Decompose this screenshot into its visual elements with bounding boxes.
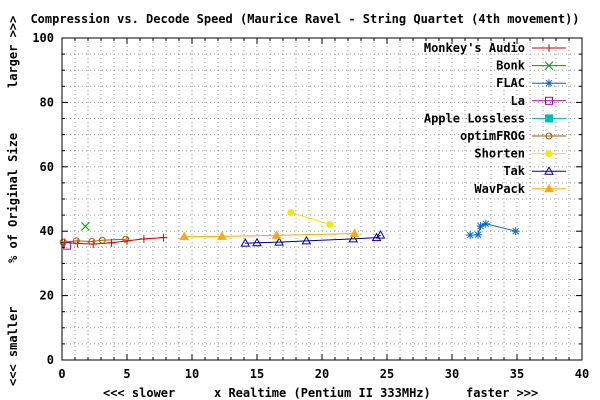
marker-stroke: [81, 222, 90, 231]
y-tick-label: 60: [40, 160, 54, 174]
legend-label: FLAC: [496, 76, 525, 90]
legend-marker: [545, 79, 553, 88]
marker-stroke: [544, 61, 554, 70]
legend-label: Tak: [503, 164, 525, 178]
x-tick-label: 30: [445, 367, 459, 381]
series-line-shorten: [290, 212, 330, 225]
y-axis-label: % of Original Size: [6, 133, 20, 263]
legend-entry-apple-lossless: Apple Lossless: [424, 111, 566, 125]
legend-label: Monkey's Audio: [424, 41, 525, 55]
legend-entry-bonk: Bonk: [496, 59, 566, 73]
data-point-bonk: [81, 222, 90, 231]
chart-title: Compression vs. Decode Speed (Maurice Ra…: [30, 12, 579, 26]
data-point-tak: [274, 237, 284, 246]
legend-entry-monkey-s-audio: Monkey's Audio: [424, 41, 566, 55]
data-point-tak: [240, 238, 251, 247]
marker-stroke: [482, 220, 490, 228]
legend-marker: [545, 132, 553, 140]
series-tak: [240, 230, 386, 247]
data-point-optimfrog: [98, 236, 106, 244]
series-flac: [466, 219, 520, 240]
data-point-monkey-s-audio: [139, 234, 148, 243]
x-axis-label: x Realtime (Pentium II 333MHz): [214, 386, 431, 400]
y-tick-label: 40: [40, 224, 54, 238]
series-bonk: [81, 222, 90, 231]
data-point-wavpack: [217, 231, 227, 240]
legend-marker: [544, 166, 554, 175]
marker-stroke: [512, 227, 520, 235]
data-point-flac: [466, 231, 475, 240]
marker-stroke: [545, 79, 553, 87]
data-point-tak: [252, 237, 262, 247]
marker-stroke: [466, 231, 474, 239]
x-axis-label-right: faster >>>: [466, 386, 538, 400]
data-point-tak: [348, 233, 359, 243]
legend-label: WavPack: [474, 182, 525, 196]
x-tick-label: 5: [123, 367, 130, 381]
series-line-wavpack: [184, 233, 355, 238]
legend-label: La: [511, 94, 525, 108]
data-point-wavpack: [179, 231, 190, 241]
data-point-wavpack: [271, 230, 282, 239]
series-shorten: [287, 209, 334, 228]
legend-label: Bonk: [496, 59, 526, 73]
x-tick-label: 25: [380, 367, 394, 381]
x-tick-label: 0: [58, 367, 65, 381]
legend-marker: [545, 114, 553, 123]
data-point-flac: [511, 227, 520, 236]
legend-entry-wavpack: WavPack: [474, 182, 566, 196]
data-point-flac: [474, 230, 482, 239]
legend-marker: [544, 183, 554, 193]
data-point-tak: [371, 232, 382, 242]
legend-marker: [544, 61, 554, 70]
x-tick-label: 20: [315, 367, 329, 381]
series-layer: [59, 209, 520, 250]
y-axis-label-top: larger >>>: [6, 16, 20, 88]
legend-entry-shorten: Shorten: [474, 147, 566, 161]
marker-stroke: [474, 231, 482, 239]
series-line-optimfrog: [63, 238, 126, 243]
data-point-tak: [375, 230, 386, 239]
series-optimfrog: [59, 235, 130, 246]
x-tick-label: 15: [250, 367, 264, 381]
legend-entry-la: La: [511, 94, 566, 108]
legend-label: Apple Lossless: [424, 111, 525, 125]
legend-label: Shorten: [474, 147, 525, 161]
x-tick-label: 40: [575, 367, 589, 381]
legend-entry-tak: Tak: [503, 164, 566, 178]
y-tick-label: 100: [32, 31, 54, 45]
legend-marker: [545, 96, 553, 105]
data-point-optimfrog: [122, 235, 130, 243]
data-point-shorten: [326, 220, 334, 228]
y-tick-label: 80: [40, 95, 54, 109]
data-point-optimfrog: [88, 238, 96, 246]
axis-layer: 0 5 10 15 20 25 30 35 40 0 20 40 60 80 100: [32, 31, 589, 381]
legend-entry-flac: FLAC: [496, 76, 566, 90]
legend: Monkey's Audio Bonk FLAC La Apple Lossless op…: [424, 41, 566, 196]
data-point-monkey-s-audio: [123, 236, 131, 245]
data-point-optimfrog: [72, 237, 80, 245]
data-point-wavpack: [349, 228, 360, 237]
series-wavpack: [179, 228, 360, 241]
x-axis-label-left: <<< slower: [103, 386, 175, 400]
legend-marker: [545, 44, 553, 52]
grid-layer: [62, 38, 582, 360]
x-tick-label: 10: [185, 367, 199, 381]
x-tick-label: 35: [510, 367, 524, 381]
data-point-monkey-s-audio: [159, 233, 168, 242]
y-axis-label-bottom: <<< smaller: [6, 307, 20, 386]
data-point-tak: [301, 235, 312, 245]
legend-marker: [545, 150, 553, 158]
data-point-optimfrog: [59, 238, 67, 246]
data-point-shorten: [287, 209, 295, 217]
legend-label: optimFROG: [460, 129, 525, 143]
legend-entry-optimfrog: optimFROG: [460, 129, 566, 143]
data-point-flac: [481, 219, 490, 228]
y-tick-label: 20: [40, 289, 54, 303]
y-tick-label: 0: [47, 353, 54, 367]
